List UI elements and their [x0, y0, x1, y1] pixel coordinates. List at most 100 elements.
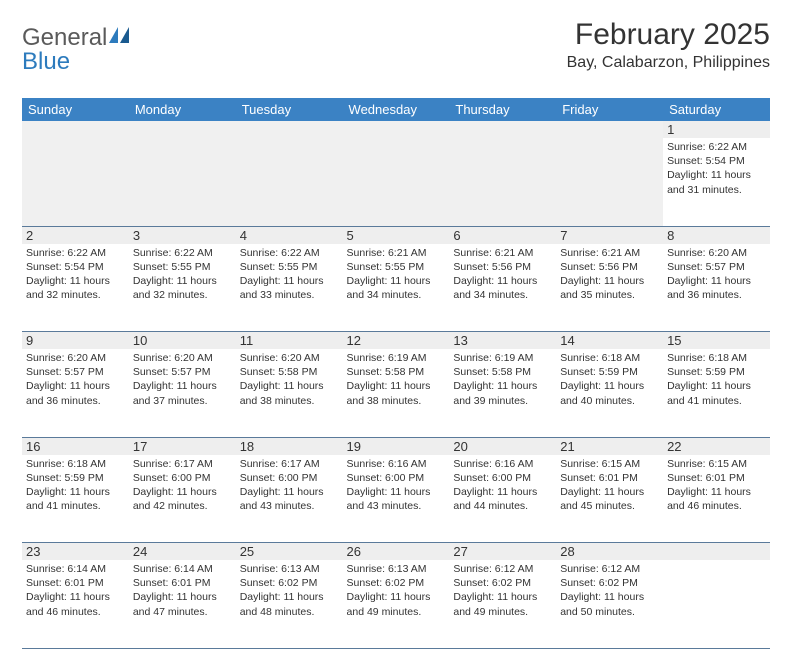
week-row: Sunrise: 6:20 AMSunset: 5:57 PMDaylight:… [22, 349, 770, 437]
day-details: Sunrise: 6:20 AMSunset: 5:58 PMDaylight:… [240, 351, 339, 408]
day-header: Monday [129, 98, 236, 121]
day-number: 3 [129, 226, 236, 244]
day-number [449, 121, 556, 138]
day-details: Sunrise: 6:13 AMSunset: 6:02 PMDaylight:… [240, 562, 339, 619]
day-details: Sunrise: 6:12 AMSunset: 6:02 PMDaylight:… [453, 562, 552, 619]
day-cell: Sunrise: 6:18 AMSunset: 5:59 PMDaylight:… [663, 349, 770, 437]
day-number: 24 [129, 543, 236, 561]
day-cell [449, 138, 556, 226]
day-number-row: 16171819202122 [22, 437, 770, 455]
day-number-row: 232425262728 [22, 543, 770, 561]
day-number: 26 [343, 543, 450, 561]
day-details: Sunrise: 6:18 AMSunset: 5:59 PMDaylight:… [560, 351, 659, 408]
day-number: 7 [556, 226, 663, 244]
day-cell [236, 138, 343, 226]
day-number-row: 2345678 [22, 226, 770, 244]
day-number: 13 [449, 332, 556, 350]
day-details: Sunrise: 6:21 AMSunset: 5:56 PMDaylight:… [560, 246, 659, 303]
day-header: Saturday [663, 98, 770, 121]
day-details: Sunrise: 6:14 AMSunset: 6:01 PMDaylight:… [26, 562, 125, 619]
day-details: Sunrise: 6:16 AMSunset: 6:00 PMDaylight:… [453, 457, 552, 514]
day-cell [556, 138, 663, 226]
day-cell: Sunrise: 6:19 AMSunset: 5:58 PMDaylight:… [343, 349, 450, 437]
day-cell: Sunrise: 6:22 AMSunset: 5:55 PMDaylight:… [236, 244, 343, 332]
day-number: 2 [22, 226, 129, 244]
day-cell: Sunrise: 6:13 AMSunset: 6:02 PMDaylight:… [236, 560, 343, 648]
day-number [22, 121, 129, 138]
day-cell: Sunrise: 6:20 AMSunset: 5:58 PMDaylight:… [236, 349, 343, 437]
day-header: Friday [556, 98, 663, 121]
day-cell: Sunrise: 6:12 AMSunset: 6:02 PMDaylight:… [449, 560, 556, 648]
day-cell: Sunrise: 6:20 AMSunset: 5:57 PMDaylight:… [22, 349, 129, 437]
logo-blue-line: Blue [22, 48, 70, 76]
day-cell: Sunrise: 6:14 AMSunset: 6:01 PMDaylight:… [129, 560, 236, 648]
day-cell: Sunrise: 6:14 AMSunset: 6:01 PMDaylight:… [22, 560, 129, 648]
day-number: 16 [22, 437, 129, 455]
day-cell: Sunrise: 6:21 AMSunset: 5:56 PMDaylight:… [449, 244, 556, 332]
day-cell: Sunrise: 6:17 AMSunset: 6:00 PMDaylight:… [129, 455, 236, 543]
day-number: 8 [663, 226, 770, 244]
day-number: 27 [449, 543, 556, 561]
day-cell: Sunrise: 6:15 AMSunset: 6:01 PMDaylight:… [556, 455, 663, 543]
day-cell: Sunrise: 6:16 AMSunset: 6:00 PMDaylight:… [343, 455, 450, 543]
day-cell: Sunrise: 6:13 AMSunset: 6:02 PMDaylight:… [343, 560, 450, 648]
day-details: Sunrise: 6:20 AMSunset: 5:57 PMDaylight:… [26, 351, 125, 408]
day-header-row: SundayMondayTuesdayWednesdayThursdayFrid… [22, 98, 770, 121]
day-details: Sunrise: 6:21 AMSunset: 5:55 PMDaylight:… [347, 246, 446, 303]
day-cell: Sunrise: 6:21 AMSunset: 5:55 PMDaylight:… [343, 244, 450, 332]
day-header: Tuesday [236, 98, 343, 121]
day-cell: Sunrise: 6:15 AMSunset: 6:01 PMDaylight:… [663, 455, 770, 543]
day-details: Sunrise: 6:18 AMSunset: 5:59 PMDaylight:… [26, 457, 125, 514]
day-number: 5 [343, 226, 450, 244]
week-row: Sunrise: 6:22 AMSunset: 5:54 PMDaylight:… [22, 138, 770, 226]
day-cell: Sunrise: 6:21 AMSunset: 5:56 PMDaylight:… [556, 244, 663, 332]
day-cell: Sunrise: 6:20 AMSunset: 5:57 PMDaylight:… [663, 244, 770, 332]
day-details: Sunrise: 6:22 AMSunset: 5:55 PMDaylight:… [133, 246, 232, 303]
day-cell: Sunrise: 6:22 AMSunset: 5:54 PMDaylight:… [22, 244, 129, 332]
day-cell: Sunrise: 6:18 AMSunset: 5:59 PMDaylight:… [22, 455, 129, 543]
day-number: 28 [556, 543, 663, 561]
day-details: Sunrise: 6:14 AMSunset: 6:01 PMDaylight:… [133, 562, 232, 619]
logo-sail-icon [109, 27, 129, 43]
day-cell: Sunrise: 6:22 AMSunset: 5:54 PMDaylight:… [663, 138, 770, 226]
day-header: Wednesday [343, 98, 450, 121]
day-number: 4 [236, 226, 343, 244]
day-number: 15 [663, 332, 770, 350]
month-title: February 2025 [567, 18, 770, 52]
day-details: Sunrise: 6:13 AMSunset: 6:02 PMDaylight:… [347, 562, 446, 619]
day-number: 23 [22, 543, 129, 561]
logo-text-blue: Blue [22, 48, 70, 75]
day-number: 11 [236, 332, 343, 350]
day-cell: Sunrise: 6:20 AMSunset: 5:57 PMDaylight:… [129, 349, 236, 437]
day-cell: Sunrise: 6:18 AMSunset: 5:59 PMDaylight:… [556, 349, 663, 437]
day-number: 21 [556, 437, 663, 455]
day-number: 14 [556, 332, 663, 350]
day-number: 6 [449, 226, 556, 244]
location: Bay, Calabarzon, Philippines [567, 54, 770, 72]
day-details: Sunrise: 6:16 AMSunset: 6:00 PMDaylight:… [347, 457, 446, 514]
day-cell: Sunrise: 6:17 AMSunset: 6:00 PMDaylight:… [236, 455, 343, 543]
day-number-row: 1 [22, 121, 770, 138]
day-details: Sunrise: 6:12 AMSunset: 6:02 PMDaylight:… [560, 562, 659, 619]
day-number: 25 [236, 543, 343, 561]
day-header: Thursday [449, 98, 556, 121]
day-cell [22, 138, 129, 226]
calendar-table: SundayMondayTuesdayWednesdayThursdayFrid… [22, 98, 770, 649]
day-cell: Sunrise: 6:12 AMSunset: 6:02 PMDaylight:… [556, 560, 663, 648]
title-block: February 2025 Bay, Calabarzon, Philippin… [567, 18, 770, 72]
day-details: Sunrise: 6:15 AMSunset: 6:01 PMDaylight:… [560, 457, 659, 514]
day-number [129, 121, 236, 138]
day-cell: Sunrise: 6:22 AMSunset: 5:55 PMDaylight:… [129, 244, 236, 332]
day-number: 9 [22, 332, 129, 350]
day-number-row: 9101112131415 [22, 332, 770, 350]
day-number [236, 121, 343, 138]
day-details: Sunrise: 6:18 AMSunset: 5:59 PMDaylight:… [667, 351, 766, 408]
day-details: Sunrise: 6:19 AMSunset: 5:58 PMDaylight:… [453, 351, 552, 408]
day-number: 17 [129, 437, 236, 455]
day-number: 20 [449, 437, 556, 455]
calendar-page: General February 2025 Bay, Calabarzon, P… [0, 0, 792, 649]
day-details: Sunrise: 6:20 AMSunset: 5:57 PMDaylight:… [667, 246, 766, 303]
day-details: Sunrise: 6:22 AMSunset: 5:54 PMDaylight:… [667, 140, 766, 197]
day-details: Sunrise: 6:15 AMSunset: 6:01 PMDaylight:… [667, 457, 766, 514]
day-details: Sunrise: 6:22 AMSunset: 5:54 PMDaylight:… [26, 246, 125, 303]
